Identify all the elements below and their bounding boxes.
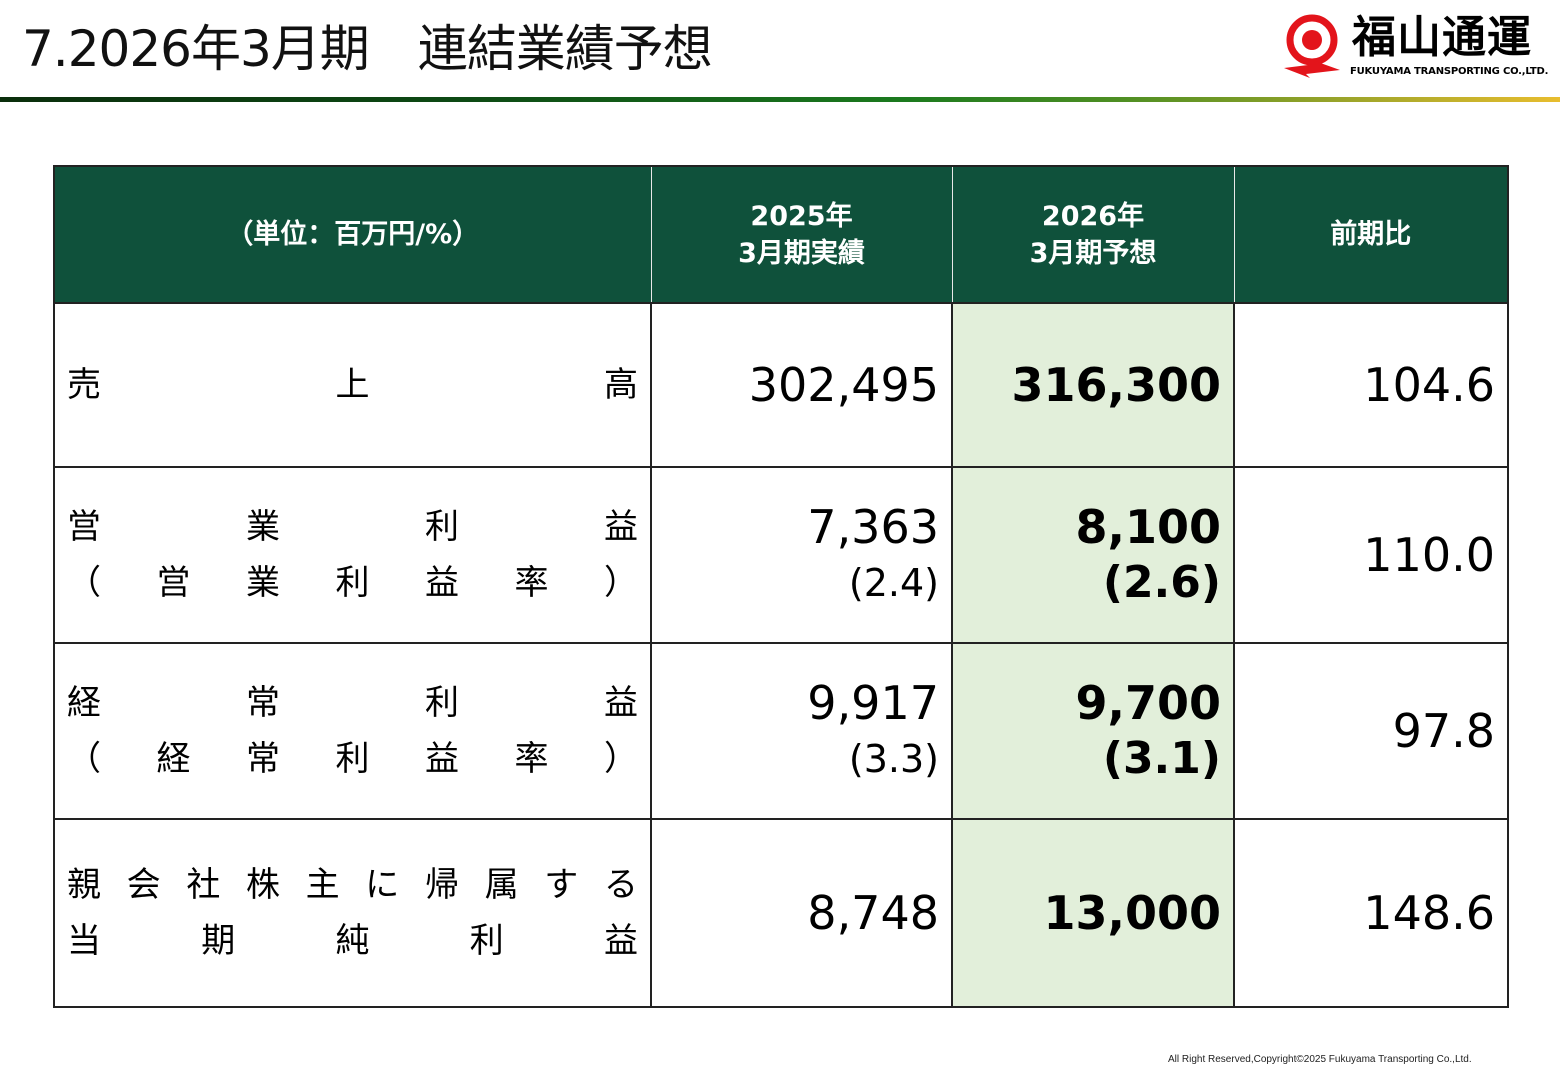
table-header-row: （単位：百万円/%） 2025年 3月期実績 2026年 3月期予想 前期比 <box>53 165 1509 304</box>
logo-name-jp: 福山通運 <box>1352 12 1532 63</box>
label-char: る <box>603 865 638 905</box>
row-label: 売 上 高 <box>53 302 652 468</box>
label-char: 高 <box>604 365 638 405</box>
label-char: 帰 <box>424 865 459 905</box>
yoy-ratio-value: 104.6 <box>1233 302 1509 468</box>
label-char: （ <box>67 563 101 603</box>
label-char: 業 <box>246 563 280 603</box>
target-arrow-logo-icon <box>1284 14 1340 78</box>
forecast-value: 316,300 <box>951 302 1235 468</box>
label-char: 利 <box>335 563 370 603</box>
label-char: 上 <box>335 365 370 405</box>
label-char: ） <box>604 739 638 779</box>
row-label: 親 会 社 株 主 に 帰 属 す る 当 期 純 利 益 <box>53 818 652 1008</box>
label-char: 利 <box>335 739 370 779</box>
logo-name-en: FUKUYAMA TRANSPORTING CO.,LTD. <box>1350 66 1549 77</box>
label-char: 益 <box>604 683 638 723</box>
yoy-ratio-value: 97.8 <box>1233 642 1509 820</box>
label-char: 純 <box>335 921 370 961</box>
header-divider <box>0 97 1560 102</box>
table-row: 親 会 社 株 主 に 帰 属 す る 当 期 純 利 益 <box>53 818 1509 1008</box>
label-char: 会 <box>126 865 161 905</box>
copyright-footer: All Right Reserved,Copyright©2025 Fukuya… <box>1168 1054 1472 1065</box>
forecast-margin: (3.1) <box>1102 733 1221 784</box>
header-forecast: 2026年 3月期予想 <box>951 165 1235 304</box>
label-line: 当 期 純 利 益 <box>67 913 638 969</box>
label-char: 売 <box>67 365 101 405</box>
forecast-amount: 9,700 <box>1075 676 1221 730</box>
label-char: 益 <box>425 563 459 603</box>
table-row: 営 業 利 益 （ 営 業 利 益 率 ） 7,363 (2.4) <box>53 466 1509 644</box>
label-line: （ 経 常 利 益 率 ） <box>67 731 638 787</box>
header-unit: （単位：百万円/%） <box>53 165 652 304</box>
prev-actual-margin: (3.3) <box>848 737 939 781</box>
header-prev-actual: 2025年 3月期実績 <box>650 165 953 304</box>
label-line: 経 常 利 益 <box>67 675 638 731</box>
company-logo: 福山通運 FUKUYAMA TRANSPORTING CO.,LTD. <box>1282 12 1548 84</box>
label-char: 経 <box>67 683 101 723</box>
label-char: に <box>365 865 400 905</box>
header-fcst-label: 3月期予想 <box>1029 237 1157 269</box>
label-line: 売 上 高 <box>67 357 638 413</box>
label-char: 益 <box>604 921 638 961</box>
header-fcst-year: 2026年 <box>1041 200 1145 232</box>
header-yoy-ratio: 前期比 <box>1233 165 1509 304</box>
label-char: 親 <box>67 865 101 905</box>
label-line: 親 会 社 株 主 に 帰 属 す る <box>67 857 638 913</box>
header-prev-year: 2025年 <box>750 200 853 232</box>
label-char: ） <box>604 563 638 603</box>
yoy-ratio-value: 148.6 <box>1233 818 1509 1008</box>
forecast-value: 8,100 (2.6) <box>951 466 1235 644</box>
prev-actual-value: 7,363 (2.4) <box>650 466 953 644</box>
label-char: 主 <box>305 865 340 905</box>
label-line: （ 営 業 利 益 率 ） <box>67 555 638 611</box>
label-char: 利 <box>469 921 504 961</box>
label-char: 当 <box>67 921 101 961</box>
header-prev-label: 3月期実績 <box>738 237 865 269</box>
forecast-margin: (2.6) <box>1102 557 1221 608</box>
label-char: 益 <box>604 507 638 547</box>
label-char: 利 <box>425 507 459 547</box>
label-char: 常 <box>246 739 280 779</box>
label-char: す <box>544 865 579 905</box>
row-label: 営 業 利 益 （ 営 業 利 益 率 ） <box>53 466 652 644</box>
label-char: 率 <box>514 739 549 779</box>
forecast-value: 9,700 (3.1) <box>951 642 1235 820</box>
label-char: 営 <box>156 563 191 603</box>
label-char: 利 <box>425 683 459 723</box>
label-char: 益 <box>425 739 459 779</box>
label-char: 期 <box>201 921 236 961</box>
prev-actual-value: 302,495 <box>650 302 953 468</box>
table-row: 売 上 高 302,495 316,300 104.6 <box>53 302 1509 468</box>
label-char: 営 <box>67 507 101 547</box>
label-char: 常 <box>246 683 280 723</box>
prev-actual-value: 8,748 <box>650 818 953 1008</box>
prev-actual-amount: 9,917 <box>807 676 939 730</box>
label-char: 属 <box>484 865 519 905</box>
label-char: 率 <box>514 563 549 603</box>
yoy-ratio-value: 110.0 <box>1233 466 1509 644</box>
forecast-value: 13,000 <box>951 818 1235 1008</box>
label-char: （ <box>67 739 101 779</box>
slide-title: 7.2026年3月期 連結業績予想 <box>22 20 713 78</box>
label-char: 社 <box>186 865 221 905</box>
label-char: 業 <box>246 507 280 547</box>
label-line: 営 業 利 益 <box>67 499 638 555</box>
label-char: 株 <box>245 865 280 905</box>
forecast-table: （単位：百万円/%） 2025年 3月期実績 2026年 3月期予想 前期比 売… <box>53 165 1509 1008</box>
row-label: 経 常 利 益 （ 経 常 利 益 率 ） <box>53 642 652 820</box>
prev-actual-margin: (2.4) <box>848 561 939 605</box>
prev-actual-value: 9,917 (3.3) <box>650 642 953 820</box>
label-char: 経 <box>156 739 191 779</box>
prev-actual-amount: 7,363 <box>807 500 939 554</box>
forecast-amount: 8,100 <box>1075 500 1221 554</box>
table-row: 経 常 利 益 （ 経 常 利 益 率 ） 9,917 (3.3) <box>53 642 1509 820</box>
